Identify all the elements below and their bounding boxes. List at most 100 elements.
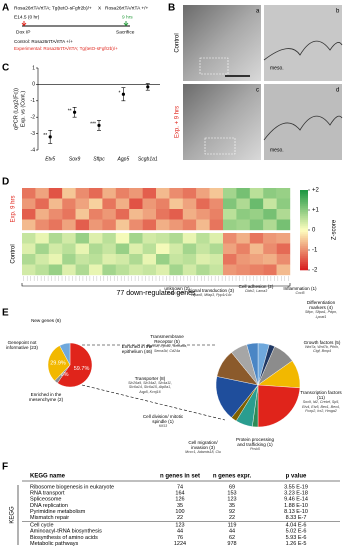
- colorbar-step: [300, 250, 308, 253]
- heat-cell: [263, 254, 277, 265]
- micrograph: [264, 84, 342, 160]
- heat-cell: [182, 233, 197, 244]
- category-label: Cell migration/ invasion (3): [188, 440, 218, 451]
- heat-cell: [35, 219, 49, 231]
- table-cell: 1224: [174, 541, 186, 547]
- heat-cell: [196, 209, 210, 220]
- heat-cell: [182, 254, 197, 265]
- heat-cell: [236, 233, 250, 244]
- heat-cell: [102, 254, 116, 265]
- y-tick-label: 0: [32, 82, 35, 88]
- heat-cell: [196, 254, 210, 265]
- table-cell: Cell cycle: [30, 523, 54, 529]
- point: [97, 123, 101, 127]
- colorbar-step: [300, 240, 308, 243]
- slice-category: New genes (6): [28, 318, 64, 323]
- slice-category: Inflammation (1) Cxcl5: [283, 286, 317, 295]
- significance: **: [68, 109, 72, 115]
- heat-cell: [142, 233, 157, 244]
- heat-cell: [276, 233, 291, 244]
- heat-cell: [169, 219, 183, 231]
- table-cell: 123: [175, 523, 184, 529]
- heat-cell: [263, 188, 277, 199]
- colorbar-step: [300, 224, 308, 227]
- heat-cell: [223, 209, 237, 220]
- table-cell: 44: [177, 529, 183, 535]
- event-label: Dox IP: [16, 29, 30, 35]
- slice-category: unknown (2) Ly6d, Cst11: [162, 286, 192, 295]
- arrow: [21, 21, 27, 27]
- heat-cell: [196, 198, 210, 210]
- table-header: KEGG name: [30, 474, 66, 480]
- heat-cell: [169, 254, 183, 265]
- table-cell: Mismatch repair: [30, 515, 69, 521]
- panel-b: a b c d meso. meso. Control Exp. + 9 hrs: [175, 5, 343, 160]
- colorbar-step: [300, 194, 308, 197]
- slice-category: Genepoint not informative (23): [2, 340, 42, 350]
- table-cell: Spliceosome: [30, 497, 62, 503]
- heat-cell: [129, 219, 143, 231]
- colorbar-step: [300, 258, 308, 261]
- heat-cell: [115, 264, 130, 276]
- inset-box: [199, 57, 229, 75]
- heat-cell: [115, 243, 130, 255]
- y-tick-label: -1: [31, 98, 36, 104]
- colorbar-step: [300, 222, 308, 225]
- heat-cell: [209, 243, 224, 255]
- heat-cell: [89, 188, 103, 199]
- slice-category: Growth factors (5) Wnt7a, Wnt7b, Pthlh, C…: [302, 340, 342, 354]
- slice-category: Cell adhesion (2) Cldn2, Lama3: [235, 284, 277, 293]
- heat-cell: [102, 233, 116, 244]
- heat-cell: [156, 233, 170, 244]
- slice-category: Cell division/ mitotic spindle (1) Kif13: [140, 414, 186, 429]
- colorbar-step: [300, 214, 308, 217]
- heat-cell: [102, 264, 116, 276]
- table-cell: 978: [227, 541, 236, 547]
- colorbar-tick-label: -1: [312, 248, 318, 254]
- table-cell: 8.33 E-7: [286, 515, 307, 521]
- heat-cell: [142, 219, 157, 231]
- slice-category: Transporter (8) Slc26a9, Slc34a2, Slc4a11…: [126, 376, 174, 394]
- slice-label: 59.7%: [74, 366, 90, 372]
- category-label: Enriched in the epithelium (46): [121, 344, 153, 355]
- heat-cell: [263, 219, 277, 231]
- colorbar-step: [300, 204, 308, 207]
- colorbar-step: [300, 268, 308, 271]
- heat-cell: [142, 188, 157, 199]
- colorbar-step: [300, 200, 308, 203]
- heat-cell: [115, 209, 130, 220]
- category-label: Transcription factors (11): [300, 390, 342, 401]
- heat-cell: [223, 198, 237, 210]
- heat-cell: [249, 264, 264, 276]
- category-label: Cell division/ mitotic spindle (1): [142, 414, 184, 425]
- heat-cell: [89, 264, 103, 276]
- heat-cell: [75, 198, 90, 210]
- slice-category: Transcription factors (11) Sox9, Id2, Cre…: [300, 390, 342, 413]
- row-label: Control: [175, 33, 181, 52]
- colorbar-step: [300, 220, 308, 223]
- pie-slice: [215, 376, 259, 418]
- heat-cell: [102, 219, 116, 231]
- heat-cell: [22, 264, 36, 276]
- table-cell: 74: [177, 484, 183, 490]
- slice-label: 2.6%: [56, 372, 69, 378]
- colorbar-step: [300, 226, 308, 229]
- pie-slice: [257, 384, 301, 428]
- colorbar-step: [300, 190, 308, 193]
- x-tick-label: Scgb1a1: [138, 156, 158, 162]
- table-group: KEGG: [10, 506, 16, 524]
- pie-slice: [59, 342, 71, 366]
- heat-cell: [22, 219, 36, 231]
- heat-cell: [196, 264, 210, 276]
- heat-cell: [102, 243, 116, 255]
- category-label: Signal transduction (3): [188, 288, 234, 293]
- micrograph: [264, 5, 342, 81]
- colorbar-step: [300, 232, 308, 235]
- significance: ***: [90, 122, 96, 128]
- heat-cell: [89, 243, 103, 255]
- heat-cell: [62, 219, 76, 231]
- heat-cell: [129, 243, 143, 255]
- row-label: Exp. + 9 hrs: [175, 106, 181, 138]
- gene-list: Gprc5a, Ephb2, Sema6a, Sema3d, Cd24a: [146, 344, 188, 353]
